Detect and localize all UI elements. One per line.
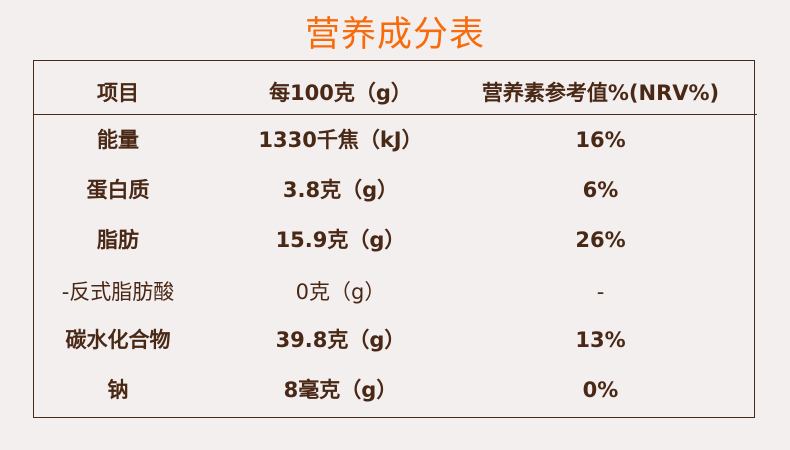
nutrition-table-border: [33, 60, 755, 418]
table-header-row: 项目 每100克（g） 营养素参考值%(NRV%): [33, 73, 755, 113]
cell-per100g: 15.9克（g）: [275, 228, 406, 252]
cell-nrv: 26%: [575, 228, 626, 252]
cell-nrv: 16%: [575, 128, 626, 152]
table-row: 钠 8毫克（g） 0%: [33, 370, 755, 410]
table-row: -反式脂肪酸 0克（g） -: [33, 272, 755, 312]
cell-nrv: 13%: [575, 328, 626, 352]
cell-per100g: 8毫克（g）: [283, 378, 398, 402]
cell-per100g: 0克（g）: [295, 280, 386, 304]
header-divider: [33, 114, 757, 115]
cell-per100g: 39.8克（g）: [275, 328, 406, 352]
cell-item: -反式脂肪酸: [61, 280, 175, 304]
table-row: 能量 1330千焦（kJ） 16%: [33, 120, 755, 160]
cell-nrv: 6%: [582, 178, 619, 202]
cell-item: 蛋白质: [86, 178, 150, 202]
cell-per100g: 3.8克（g）: [282, 178, 399, 202]
cell-nrv: 0%: [582, 378, 619, 402]
header-per100g: 每100克（g）: [269, 81, 412, 105]
table-row: 蛋白质 3.8克（g） 6%: [33, 170, 755, 210]
cell-item: 能量: [97, 128, 139, 152]
header-item: 项目: [97, 81, 139, 105]
cell-item: 碳水化合物: [65, 328, 171, 352]
header-nrv: 营养素参考值%(NRV%): [481, 81, 720, 105]
table-row: 碳水化合物 39.8克（g） 13%: [33, 320, 755, 360]
cell-item: 脂肪: [97, 228, 139, 252]
cell-nrv: -: [596, 280, 605, 304]
cell-item: 钠: [107, 378, 129, 402]
table-row: 脂肪 15.9克（g） 26%: [33, 220, 755, 260]
cell-per100g: 1330千焦（kJ）: [258, 128, 423, 152]
page-title: 营养成分表: [304, 15, 485, 55]
